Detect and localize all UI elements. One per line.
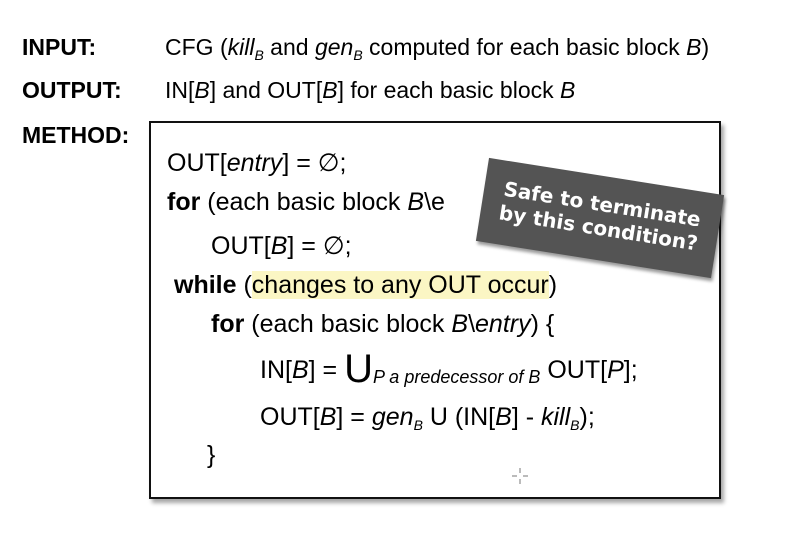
code-text: ] = ∅;: [287, 232, 352, 260]
code-kill-sub: B: [570, 417, 580, 433]
code-gen-sub: B: [413, 417, 423, 433]
code-line-1: OUT[entry] = ∅;: [167, 148, 346, 178]
code-line-3: OUT[B] = ∅;: [211, 231, 352, 261]
code-entry: entry: [475, 310, 531, 338]
code-text: (each basic block: [200, 188, 408, 216]
code-text: IN[: [260, 356, 292, 384]
input-label: INPUT:: [22, 34, 97, 60]
union-symbol: U: [344, 347, 373, 391]
code-B: B: [407, 188, 425, 216]
input-kill: kill: [227, 34, 255, 60]
input-part: computed for each basic block: [362, 34, 687, 60]
code-text: OUT[: [167, 149, 227, 177]
code-B: B: [270, 232, 288, 260]
code-text: OUT[: [211, 232, 271, 260]
keyword-while: while: [174, 271, 237, 299]
code-B: B: [319, 403, 337, 431]
highlighted-condition: changes to any OUT occur: [251, 271, 549, 299]
closing-brace: }: [207, 441, 216, 469]
output-B: B: [322, 77, 338, 103]
code-entry: entry: [226, 149, 283, 177]
code-text: (each basic block: [244, 310, 452, 338]
code-text: \e: [424, 188, 445, 216]
code-text: OUT[: [540, 356, 608, 384]
code-text: ] = ∅;: [282, 149, 347, 177]
code-text: ] =: [336, 403, 372, 431]
code-text: ] =: [308, 356, 345, 384]
code-line-7: OUT[B] = genB U (IN[B] - killB);: [260, 402, 595, 432]
input-kill-sub: B: [254, 47, 264, 63]
input-text: CFG (killB and genB computed for each ba…: [165, 33, 710, 63]
code-text: ) {: [530, 310, 555, 338]
code-B: B: [291, 356, 309, 384]
code-text: ];: [623, 356, 638, 384]
input-part: CFG (: [165, 34, 228, 60]
code-line-2: for (each basic block B\e: [167, 187, 445, 217]
code-line-8: }: [207, 440, 215, 470]
input-part: ): [701, 34, 710, 60]
input-gen-sub: B: [353, 47, 363, 63]
output-part: IN[: [165, 77, 195, 103]
code-text: \: [468, 310, 476, 338]
code-text: (: [236, 271, 252, 299]
code-line-5: for (each basic block B\entry) {: [211, 309, 554, 339]
input-B: B: [686, 34, 702, 60]
output-label: OUTPUT:: [22, 77, 122, 103]
input-gen: gen: [314, 34, 354, 60]
code-gen: gen: [371, 403, 414, 431]
keyword-for: for: [167, 188, 201, 216]
output-B: B: [560, 77, 576, 103]
output-part: ] for each basic block: [337, 77, 561, 103]
crosshair-icon: [512, 468, 528, 484]
method-label: METHOD:: [22, 122, 130, 148]
output-part: ] and OUT[: [209, 77, 323, 103]
keyword-for: for: [211, 310, 245, 338]
code-B: B: [451, 310, 469, 338]
code-text: );: [579, 403, 595, 431]
output-B: B: [194, 77, 210, 103]
code-text: ): [548, 271, 558, 299]
code-text: OUT[: [260, 403, 320, 431]
code-P: P: [607, 356, 624, 384]
output-text: IN[B] and OUT[B] for each basic block B: [165, 76, 575, 104]
input-part: and: [263, 34, 315, 60]
cursor-crosshair-icon: [512, 468, 528, 484]
code-B: B: [495, 403, 512, 431]
code-kill: kill: [540, 403, 571, 431]
code-text: U (IN[: [422, 403, 496, 431]
code-line-6: IN[B] = UP a predecessor of B OUT[P];: [260, 349, 638, 389]
union-subscript: P a predecessor of B: [372, 367, 541, 387]
code-line-4: while (changes to any OUT occur): [174, 270, 557, 300]
code-text: ] -: [511, 403, 541, 431]
